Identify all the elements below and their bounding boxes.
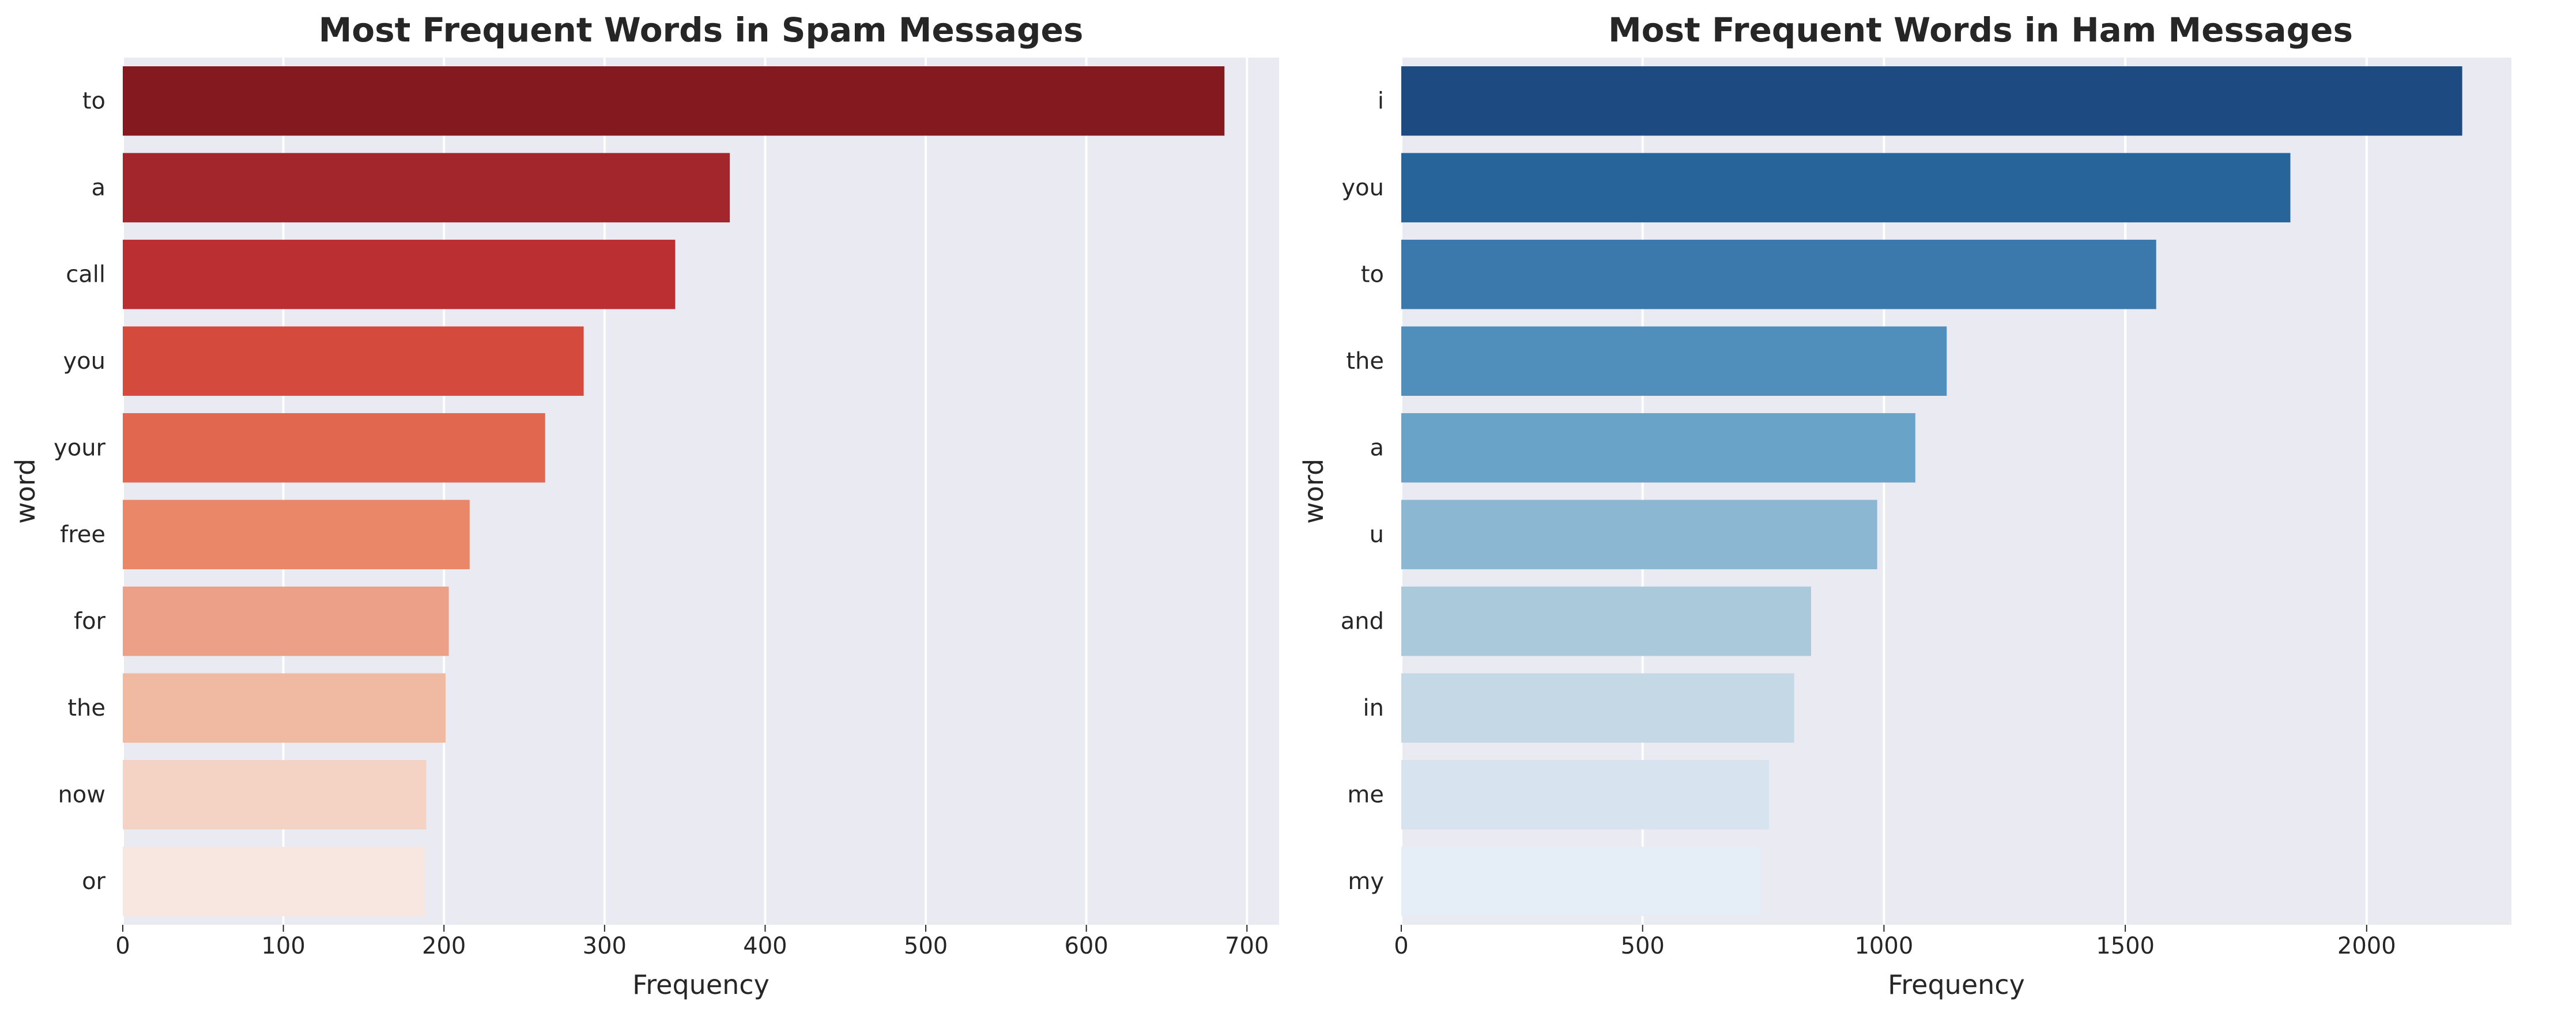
y-axis-label: word bbox=[10, 459, 41, 524]
bar-now[interactable] bbox=[123, 760, 427, 830]
y-tick-label: a bbox=[1370, 434, 1384, 461]
y-tick-label: the bbox=[1346, 348, 1384, 375]
bar-or[interactable] bbox=[123, 846, 425, 916]
y-tick-label: call bbox=[66, 261, 105, 288]
x-tick-label: 500 bbox=[1621, 933, 1665, 959]
bar-you[interactable] bbox=[123, 326, 584, 396]
x-tick-label: 1000 bbox=[1854, 933, 1913, 959]
bar-call[interactable] bbox=[123, 240, 676, 309]
y-tick-label: to bbox=[1361, 261, 1384, 288]
y-tick-label: a bbox=[91, 175, 105, 201]
x-tick-label: 1500 bbox=[2096, 933, 2155, 959]
bar-to[interactable] bbox=[123, 66, 1225, 136]
bar-me[interactable] bbox=[1401, 760, 1770, 830]
bar-i[interactable] bbox=[1401, 66, 2462, 136]
y-tick-label: in bbox=[1363, 695, 1384, 721]
x-tick-label: 0 bbox=[1394, 933, 1408, 959]
x-tick-label: 400 bbox=[743, 933, 787, 959]
y-tick-label: to bbox=[82, 88, 105, 114]
x-axis-label: Frequency bbox=[632, 969, 770, 1000]
y-tick-label: the bbox=[67, 695, 105, 721]
y-tick-label: your bbox=[54, 434, 105, 461]
chart-title: Most Frequent Words in Spam Messages bbox=[319, 10, 1084, 50]
x-tick-label: 500 bbox=[904, 933, 948, 959]
y-tick-label: free bbox=[60, 521, 105, 548]
bar-to[interactable] bbox=[1401, 240, 2156, 309]
bar-a[interactable] bbox=[123, 153, 730, 222]
bar-my[interactable] bbox=[1401, 846, 1761, 916]
bar-and[interactable] bbox=[1401, 587, 1811, 656]
y-tick-label: you bbox=[63, 348, 106, 375]
x-tick-label: 100 bbox=[261, 933, 305, 959]
bar-free[interactable] bbox=[123, 500, 470, 569]
y-tick-label: i bbox=[1378, 88, 1384, 114]
y-tick-label: or bbox=[82, 868, 105, 895]
y-tick-label: my bbox=[1348, 868, 1384, 895]
bar-your[interactable] bbox=[123, 413, 545, 483]
bar-in[interactable] bbox=[1401, 673, 1794, 743]
x-tick-label: 300 bbox=[583, 933, 627, 959]
chart-panel-1: to a call you your free for the now or 0 100 200 300 4… bbox=[10, 10, 1279, 1000]
y-tick-label: now bbox=[58, 781, 105, 808]
x-tick-label: 2000 bbox=[2337, 933, 2396, 959]
y-tick-label: for bbox=[74, 608, 106, 634]
chart-title: Most Frequent Words in Ham Messages bbox=[1608, 10, 2353, 50]
bar-for[interactable] bbox=[123, 587, 449, 656]
y-tick-label: and bbox=[1341, 608, 1384, 634]
bar-the[interactable] bbox=[123, 673, 446, 743]
y-tick-label: u bbox=[1370, 521, 1384, 548]
chart-panel-2: i you to the a u and in me my 0 500 1000 1500 2000 Freq… bbox=[1298, 10, 2511, 1000]
bar-the[interactable] bbox=[1401, 326, 1947, 396]
bar-u[interactable] bbox=[1401, 500, 1877, 569]
x-tick-label: 700 bbox=[1225, 933, 1269, 959]
y-axis-label: word bbox=[1298, 459, 1329, 524]
x-tick-label: 0 bbox=[115, 933, 130, 959]
bar-a[interactable] bbox=[1401, 413, 1915, 483]
y-tick-label: me bbox=[1347, 781, 1384, 808]
bar-you[interactable] bbox=[1401, 153, 2291, 222]
x-axis-label: Frequency bbox=[1888, 969, 2025, 1000]
x-tick-label: 200 bbox=[422, 933, 466, 959]
y-tick-label: you bbox=[1342, 175, 1385, 201]
x-tick-label: 600 bbox=[1064, 933, 1108, 959]
